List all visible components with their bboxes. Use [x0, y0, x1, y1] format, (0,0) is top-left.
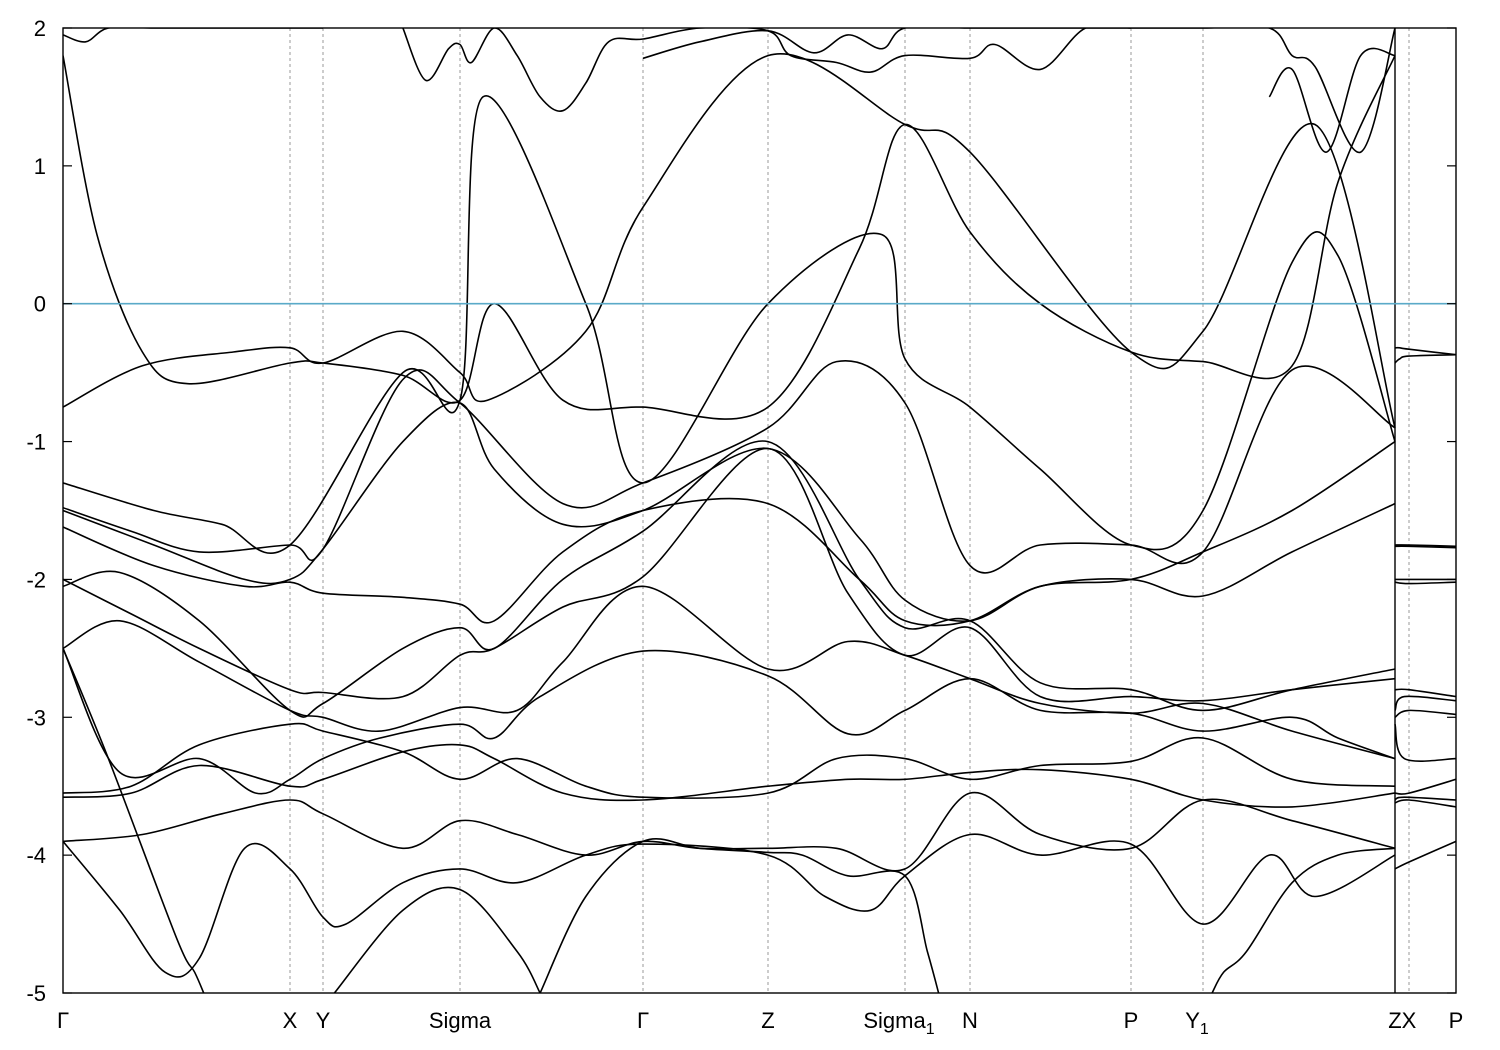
plot-frame — [62, 27, 1457, 994]
x-tick-label-5: Z — [761, 1008, 774, 1033]
band-line-7 — [63, 447, 1396, 703]
band-line-23 — [1394, 346, 1456, 356]
x-tick-label-2: Y — [316, 1008, 331, 1033]
band-line-6 — [63, 440, 1396, 718]
x-tick-label-8: P — [1124, 1008, 1139, 1033]
band-line-27 — [1394, 581, 1456, 585]
x-tick-label-0: Γ — [57, 1008, 69, 1033]
band-line-0 — [63, 53, 1396, 429]
x-tick-label-11: X — [1402, 1008, 1417, 1033]
y-tick-label: -4 — [26, 843, 46, 868]
band-line-32 — [1394, 778, 1456, 795]
band-line-13 — [63, 833, 1396, 978]
y-tick-label: 0 — [34, 292, 46, 317]
band-line-31 — [1394, 723, 1456, 762]
band-line-30 — [1394, 709, 1456, 719]
band-line-4 — [63, 401, 1396, 622]
band-line-2 — [63, 95, 1396, 554]
band-line-12 — [63, 791, 1396, 872]
y-tick-label: -5 — [26, 981, 46, 1006]
bands-group — [63, 28, 1456, 993]
band-line-21 — [1268, 47, 1396, 153]
band-line-19 — [402, 28, 1131, 112]
band-line-33 — [1394, 796, 1456, 801]
band-line-29 — [1394, 695, 1456, 711]
band-line-28 — [1394, 688, 1456, 698]
band-line-18 — [63, 28, 323, 43]
band-line-17 — [1211, 847, 1396, 993]
band-line-11 — [63, 743, 1396, 808]
band-line-24 — [1394, 544, 1456, 548]
x-tick-label-12: P — [1449, 1008, 1464, 1033]
band-line-9 — [63, 648, 1396, 795]
x-tick-label-4: Γ — [637, 1008, 649, 1033]
band-line-34 — [1394, 840, 1456, 870]
x-tick-label-1: X — [283, 1008, 298, 1033]
y-tick-label: 1 — [34, 154, 46, 179]
band-line-16 — [539, 837, 940, 993]
x-tick-label-7: N — [962, 1008, 978, 1033]
band-line-15 — [333, 886, 541, 993]
band-line-35 — [1394, 799, 1456, 808]
y-tick-label: -3 — [26, 705, 46, 730]
y-tick-label: 2 — [34, 16, 46, 41]
y-tick-label: -1 — [26, 430, 46, 455]
band-line-1 — [63, 55, 1396, 420]
x-tick-label-10: Z — [1388, 1008, 1401, 1033]
band-line-10 — [63, 722, 1396, 799]
band-line-8 — [63, 585, 1396, 760]
band-line-20 — [642, 28, 1396, 153]
band-line-22 — [1394, 353, 1456, 364]
band-line-3 — [63, 360, 1396, 574]
band-line-25 — [1394, 545, 1456, 549]
x-tick-label-3: Sigma — [429, 1008, 492, 1033]
band-line-14 — [63, 648, 205, 993]
x-tick-label-6: Sigma1 — [863, 1008, 934, 1038]
x-tick-label-9: Y1 — [1185, 1008, 1209, 1038]
y-tick-label: -2 — [26, 567, 46, 592]
band-line-5 — [63, 497, 1396, 627]
